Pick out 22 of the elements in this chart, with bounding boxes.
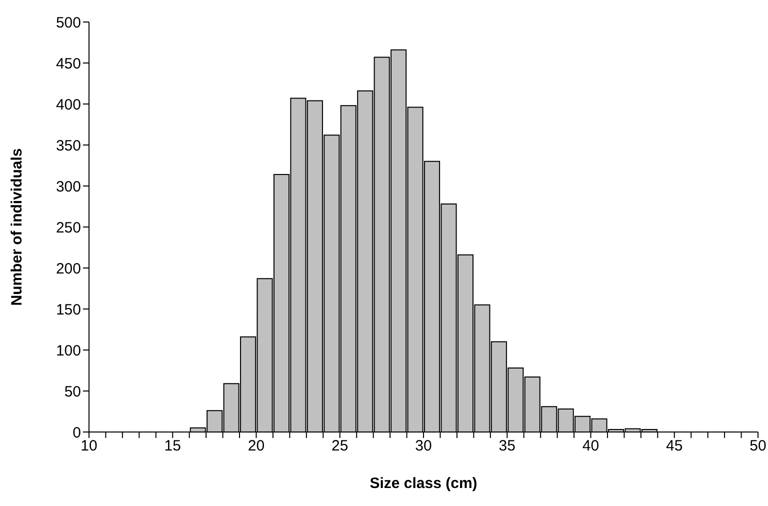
x-tick-label: 25	[332, 438, 348, 455]
y-tick-label: 0	[72, 424, 81, 442]
x-tick-label: 35	[498, 438, 516, 455]
y-tick-label: 50	[64, 383, 81, 400]
x-axis-title: Size class (cm)	[370, 475, 478, 492]
x-tick-label: 10	[80, 438, 98, 455]
y-tick-label: 400	[56, 96, 81, 114]
x-tick-label: 45	[666, 438, 683, 455]
y-tick-label: 500	[56, 14, 81, 32]
y-tick-label: 250	[56, 219, 81, 236]
y-tick-label: 350	[56, 137, 81, 154]
y-tick-label: 200	[56, 260, 81, 278]
x-tick-label: 20	[248, 438, 265, 455]
x-tick-label: 30	[415, 438, 432, 455]
y-axis-title: Number of individuals	[8, 148, 26, 306]
x-tick-label: 50	[750, 438, 766, 455]
y-tick-label: 150	[56, 301, 81, 318]
y-tick-label: 450	[56, 55, 81, 72]
y-tick-label: 100	[56, 342, 81, 360]
x-tick-label: 40	[582, 438, 600, 455]
y-tick-label: 300	[56, 178, 81, 196]
x-tick-label: 15	[164, 438, 181, 455]
